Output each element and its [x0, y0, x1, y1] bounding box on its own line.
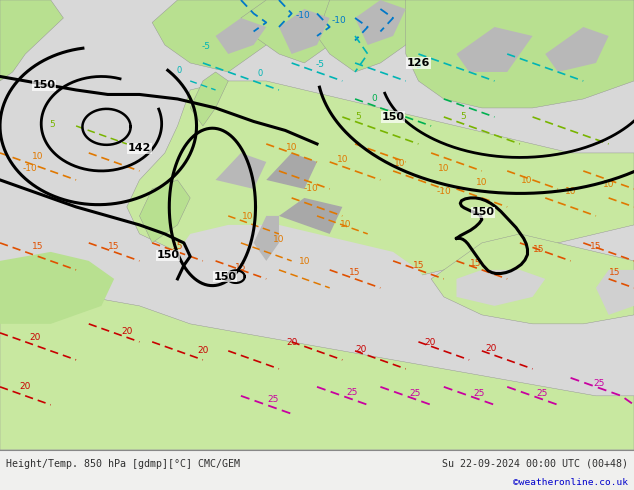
- Text: 150: 150: [214, 271, 236, 282]
- Text: 10: 10: [32, 152, 44, 161]
- Text: 126: 126: [407, 58, 430, 68]
- Text: 15: 15: [413, 261, 424, 270]
- Text: ©weatheronline.co.uk: ©weatheronline.co.uk: [513, 478, 628, 487]
- Polygon shape: [216, 18, 266, 54]
- Polygon shape: [0, 252, 114, 324]
- Polygon shape: [139, 180, 190, 243]
- Text: 150: 150: [382, 112, 404, 122]
- Text: -10: -10: [332, 16, 347, 24]
- Text: -5: -5: [316, 60, 325, 69]
- Text: -5: -5: [414, 61, 423, 70]
- Text: -5: -5: [202, 42, 210, 51]
- Text: 15: 15: [108, 242, 120, 251]
- Text: 25: 25: [473, 389, 484, 398]
- Polygon shape: [190, 72, 228, 126]
- Polygon shape: [0, 297, 634, 450]
- Text: 150: 150: [472, 207, 495, 218]
- Text: -10: -10: [23, 164, 38, 173]
- Text: 142: 142: [128, 144, 151, 153]
- Text: 5: 5: [49, 120, 55, 129]
- Text: 15: 15: [609, 268, 621, 277]
- Polygon shape: [279, 198, 342, 234]
- Text: 10: 10: [273, 235, 285, 244]
- Text: -10: -10: [436, 187, 451, 196]
- Polygon shape: [406, 0, 634, 108]
- Text: Height/Temp. 850 hPa [gdmp][°C] CMC/GEM: Height/Temp. 850 hPa [gdmp][°C] CMC/GEM: [6, 459, 240, 469]
- Polygon shape: [456, 270, 545, 306]
- Text: 10: 10: [476, 178, 488, 187]
- Text: 150: 150: [33, 80, 56, 91]
- Polygon shape: [545, 27, 609, 72]
- Text: 15: 15: [470, 259, 481, 268]
- Text: 0: 0: [371, 95, 377, 103]
- Text: 10: 10: [438, 164, 450, 173]
- Text: 10: 10: [521, 176, 532, 185]
- Text: 15: 15: [533, 245, 545, 254]
- Text: 25: 25: [410, 389, 421, 398]
- Polygon shape: [596, 270, 634, 315]
- Text: 25: 25: [346, 388, 358, 397]
- Text: 25: 25: [593, 379, 605, 388]
- Text: 15: 15: [590, 242, 602, 251]
- Text: 10: 10: [340, 220, 351, 228]
- Text: 10: 10: [565, 187, 576, 196]
- Polygon shape: [241, 0, 342, 63]
- Polygon shape: [431, 234, 634, 324]
- Text: 20: 20: [286, 338, 297, 347]
- Polygon shape: [456, 27, 533, 72]
- Text: 15: 15: [349, 268, 361, 277]
- Text: -10: -10: [303, 184, 318, 194]
- Polygon shape: [178, 225, 431, 315]
- Text: 20: 20: [356, 344, 367, 354]
- Polygon shape: [317, 0, 418, 72]
- Polygon shape: [279, 9, 330, 54]
- Text: 15: 15: [235, 263, 247, 272]
- Text: 20: 20: [424, 338, 436, 347]
- Text: 10: 10: [394, 159, 405, 168]
- Text: 20: 20: [197, 346, 209, 355]
- Text: 15: 15: [32, 242, 44, 251]
- Polygon shape: [0, 0, 63, 81]
- Text: 25: 25: [536, 389, 548, 398]
- Text: Su 22-09-2024 00:00 UTC (00+48): Su 22-09-2024 00:00 UTC (00+48): [442, 459, 628, 469]
- Text: 150: 150: [157, 250, 179, 261]
- Text: 0: 0: [257, 69, 262, 78]
- Polygon shape: [216, 153, 266, 189]
- Text: 5: 5: [460, 112, 466, 122]
- Polygon shape: [152, 0, 292, 72]
- Text: -10: -10: [295, 11, 311, 20]
- Polygon shape: [266, 153, 317, 189]
- Polygon shape: [254, 216, 279, 261]
- Text: 10: 10: [299, 257, 310, 266]
- Text: 0: 0: [176, 66, 181, 74]
- Text: 5: 5: [355, 112, 361, 121]
- Text: 10: 10: [242, 212, 253, 221]
- Polygon shape: [355, 0, 406, 45]
- Text: 10: 10: [286, 143, 297, 152]
- Text: 20: 20: [486, 344, 497, 353]
- Text: 25: 25: [267, 395, 278, 404]
- Text: 15: 15: [172, 242, 183, 251]
- Text: 20: 20: [20, 382, 31, 392]
- Text: 10: 10: [603, 180, 614, 189]
- Polygon shape: [127, 81, 634, 297]
- Text: 10: 10: [337, 155, 348, 164]
- Text: 20: 20: [121, 327, 133, 337]
- Text: 20: 20: [29, 333, 41, 342]
